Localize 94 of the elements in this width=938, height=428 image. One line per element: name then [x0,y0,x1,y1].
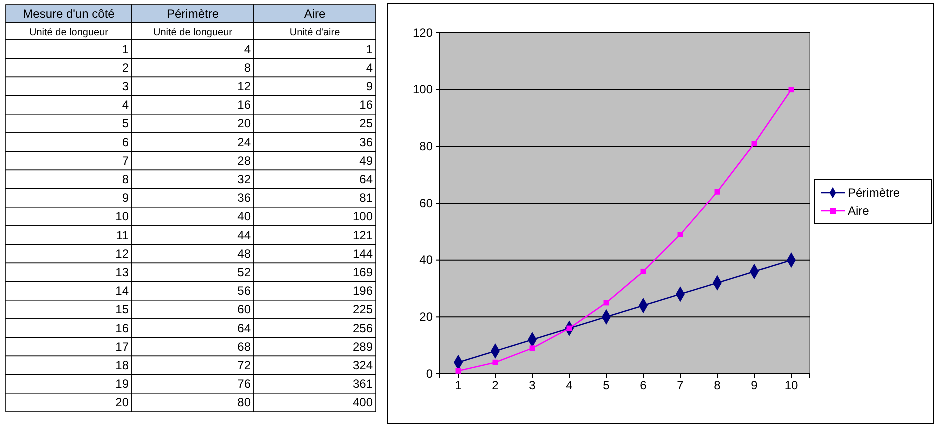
text: 49 [360,154,374,168]
point [752,141,758,147]
point [604,300,610,306]
x-tick-label: 5 [603,378,610,393]
text: 144 [352,246,374,261]
text: Périmètre [166,7,220,21]
text: 72 [238,358,252,372]
text: 256 [352,321,374,336]
y-tick-label: 20 [420,310,434,324]
text: 196 [352,284,374,298]
text: 64 [360,172,374,186]
text: 25 [360,116,374,131]
text: 5 [122,116,130,131]
legend-label: Aire [848,204,870,218]
text: 15 [116,302,130,317]
text: 8 [122,172,130,186]
text: 24 [238,135,252,150]
x-tick-label: 7 [677,378,684,393]
text: 4 [122,98,130,112]
text: 12 [116,246,130,261]
point [456,368,462,374]
point [640,268,646,274]
text: 28 [238,154,252,168]
text: 3 [122,80,130,94]
text: 13 [116,266,130,280]
text: 64 [238,321,252,336]
text: Unité d'aire [290,28,341,38]
text: 9 [122,191,130,206]
text: 8 [244,60,252,75]
point [714,189,720,195]
text: 324 [352,358,374,372]
text: 36 [238,191,252,206]
y-tick-label: 60 [420,196,434,210]
point [788,87,794,93]
point [492,360,498,366]
text: Aire [304,7,326,21]
text: 100 [352,210,374,224]
text: 18 [116,358,130,372]
text: 16 [360,98,374,112]
y-tick-label: 80 [420,140,434,154]
text: 48 [238,246,252,261]
text: 361 [352,377,374,392]
text: 60 [238,302,252,317]
text: 400 [352,396,374,410]
text: 19 [116,377,130,392]
text: 121 [352,228,374,242]
y-tick-label: 100 [412,82,434,97]
text: 6 [122,135,130,150]
text: 76 [238,377,252,392]
text: 169 [352,266,374,280]
y-tick-label: 40 [420,253,434,268]
text: 81 [360,191,374,206]
x-tick-label: 10 [784,378,798,393]
text: 17 [116,340,130,354]
text: 10 [116,210,130,224]
x-tick-label: 6 [640,378,648,393]
x-tick-label: 2 [492,378,500,393]
legend-label: Périmètre [848,186,900,200]
text: 36 [360,135,374,150]
text: 40 [238,210,252,224]
text: 20 [116,396,130,410]
text: 56 [238,284,252,298]
y-tick-label: 120 [412,26,434,40]
text: 16 [238,98,252,112]
text: 289 [352,340,374,354]
text: 2 [122,60,130,75]
text: 32 [238,172,252,186]
text: 80 [238,396,252,410]
point [530,346,536,352]
text: Unité de longueur [154,28,234,38]
text: 9 [366,80,374,94]
text: 7 [122,154,130,168]
x-tick-label: 1 [455,378,462,393]
text: 44 [238,228,252,242]
text: 11 [116,228,130,242]
text: 68 [238,340,252,354]
text: 20 [238,116,252,131]
x-tick-label: 9 [751,378,758,393]
text: 225 [352,302,374,317]
text: 1 [122,42,130,56]
text: Unité de longueur [30,28,110,38]
text: 14 [116,284,130,298]
text: 4 [244,42,252,56]
x-tick-label: 3 [529,378,536,393]
point [678,232,684,238]
y-tick-label: 0 [426,366,434,381]
text: 52 [238,266,252,280]
text: 12 [238,80,252,94]
text: 4 [366,60,374,75]
text: 16 [116,321,130,336]
text: 1 [366,42,374,56]
x-tick-label: 4 [566,378,574,393]
text: Mesure d'un côté [23,7,116,21]
x-tick-label: 8 [714,378,722,393]
